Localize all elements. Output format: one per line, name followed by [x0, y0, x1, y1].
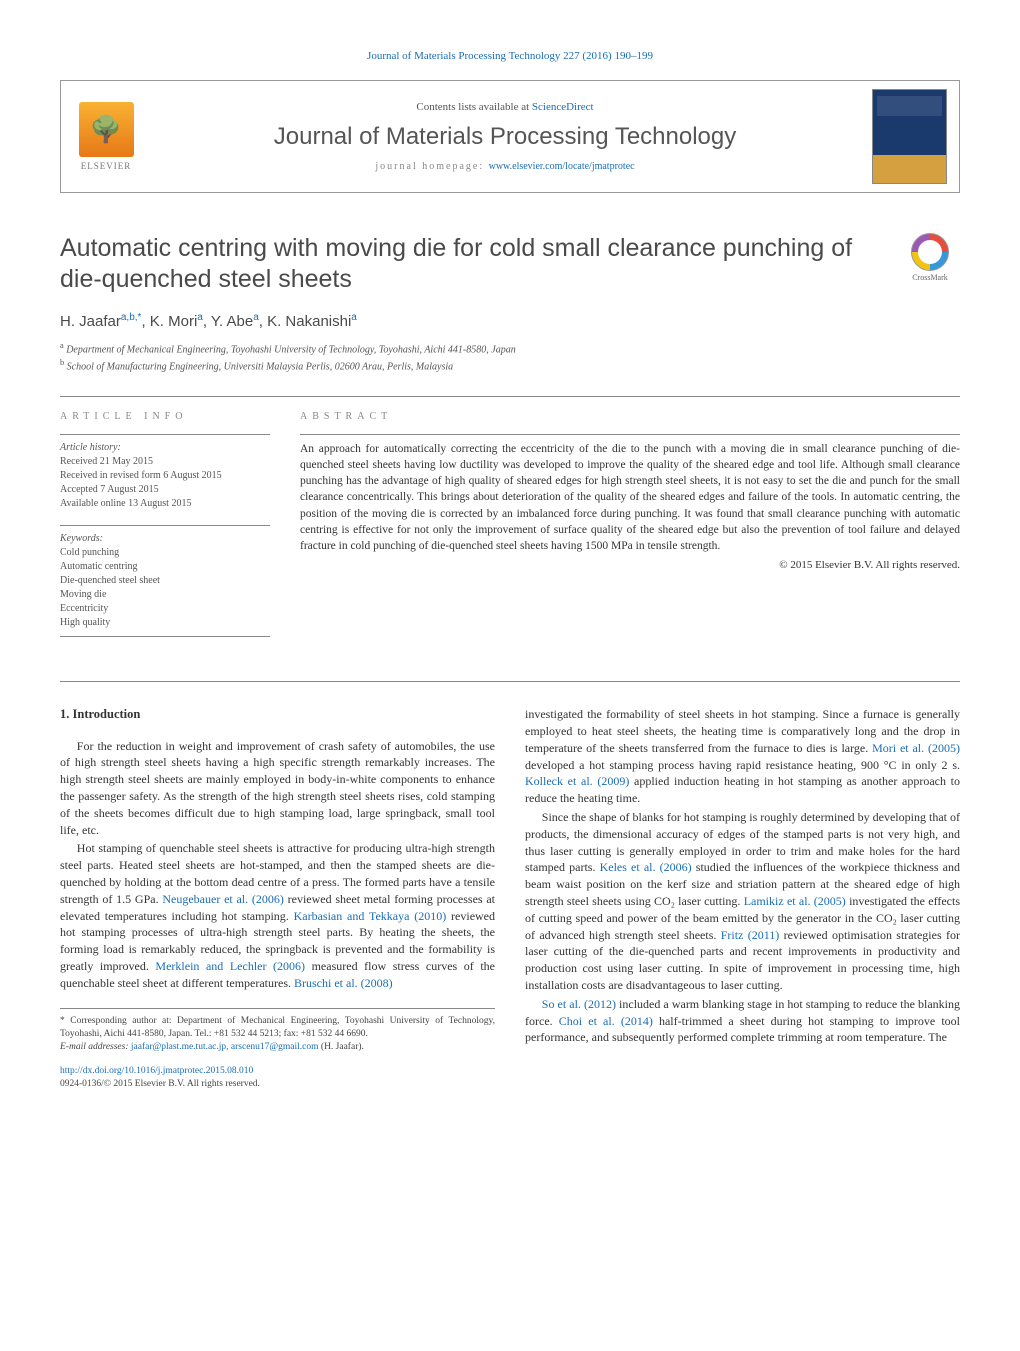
journal-header: ELSEVIER Contents lists available at Sci… — [60, 80, 960, 193]
elsevier-tree-icon — [79, 102, 134, 157]
article-info-heading: ARTICLE INFO — [60, 411, 270, 422]
email-line: E-mail addresses: jaafar@plast.me.tut.ac… — [60, 1041, 495, 1054]
crossmark-label: CrossMark — [900, 273, 960, 282]
doi-block: http://dx.doi.org/10.1016/j.jmatprotec.2… — [60, 1065, 495, 1092]
body-paragraph: Since the shape of blanks for hot stampi… — [525, 809, 960, 994]
homepage-label: journal homepage: — [375, 161, 488, 172]
doi-link[interactable]: http://dx.doi.org/10.1016/j.jmatprotec.2… — [60, 1066, 253, 1076]
section-heading: 1. Introduction — [60, 706, 495, 724]
abstract-body: An approach for automatically correcting… — [300, 443, 960, 552]
body-column-left: 1. Introduction For the reduction in wei… — [60, 706, 495, 1091]
body-columns: 1. Introduction For the reduction in wei… — [60, 681, 960, 1091]
journal-header-center: Contents lists available at ScienceDirec… — [151, 81, 859, 192]
info-abstract-row: ARTICLE INFO Article history:Received 21… — [60, 396, 960, 651]
affiliations: a Department of Mechanical Engineering, … — [60, 340, 960, 375]
body-paragraph: For the reduction in weight and improvem… — [60, 738, 495, 839]
body-column-right: investigated the formability of steel sh… — [525, 706, 960, 1091]
page: Journal of Materials Processing Technolo… — [0, 0, 1020, 1131]
article-info-column: ARTICLE INFO Article history:Received 21… — [60, 411, 270, 651]
journal-reference-line: Journal of Materials Processing Technolo… — [60, 50, 960, 62]
abstract-heading: ABSTRACT — [300, 411, 960, 422]
email-label: E-mail addresses: — [60, 1042, 131, 1052]
email-author-name: (H. Jaafar). — [319, 1042, 364, 1052]
title-row: Automatic centring with moving die for c… — [60, 233, 960, 296]
history-block: Article history:Received 21 May 2015Rece… — [60, 434, 270, 511]
article-title: Automatic centring with moving die for c… — [60, 233, 880, 296]
abstract-copyright: © 2015 Elsevier B.V. All rights reserved… — [300, 558, 960, 573]
keywords-block: Keywords:Cold punchingAutomatic centring… — [60, 525, 270, 637]
body-paragraph: Hot stamping of quenchable steel sheets … — [60, 840, 495, 991]
homepage-link[interactable]: www.elsevier.com/locate/jmatprotec — [489, 161, 635, 172]
body-paragraph: So et al. (2012) included a warm blankin… — [525, 996, 960, 1046]
journal-cover-block — [859, 81, 959, 192]
corresponding-author-note: * Corresponding author at: Department of… — [60, 1015, 495, 1042]
issn-copyright: 0924-0136/© 2015 Elsevier B.V. All right… — [60, 1079, 260, 1089]
author-email-link[interactable]: jaafar@plast.me.tut.ac.jp, arscenu17@gma… — [131, 1042, 319, 1052]
abstract-text: An approach for automatically correcting… — [300, 434, 960, 573]
abstract-column: ABSTRACT An approach for automatically c… — [300, 411, 960, 651]
crossmark-widget[interactable]: CrossMark — [900, 233, 960, 282]
publisher-logo-block: ELSEVIER — [61, 81, 151, 192]
body-paragraph: investigated the formability of steel sh… — [525, 706, 960, 807]
footnotes: * Corresponding author at: Department of… — [60, 1008, 495, 1055]
contents-line: Contents lists available at ScienceDirec… — [161, 101, 849, 113]
journal-name: Journal of Materials Processing Technolo… — [161, 123, 849, 151]
authors-line: H. Jaafara,b,*, K. Moria, Y. Abea, K. Na… — [60, 312, 960, 330]
crossmark-icon — [911, 233, 949, 271]
sciencedirect-link[interactable]: ScienceDirect — [532, 101, 594, 113]
journal-cover-icon — [872, 89, 947, 184]
homepage-line: journal homepage: www.elsevier.com/locat… — [161, 161, 849, 172]
contents-pre: Contents lists available at — [416, 101, 531, 113]
publisher-name: ELSEVIER — [81, 161, 132, 171]
